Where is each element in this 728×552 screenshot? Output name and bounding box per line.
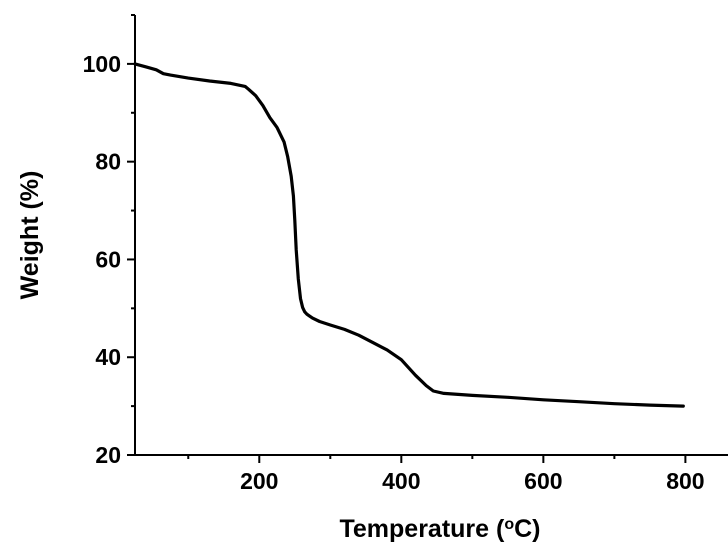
- x-tick-label: 400: [382, 468, 420, 494]
- tick-labels: 200 400 600 800 20 40 60 80 100: [83, 51, 705, 494]
- y-tick-label: 40: [95, 344, 121, 370]
- y-tick-label: 80: [95, 149, 121, 175]
- y-tick-label: 20: [95, 442, 121, 468]
- x-axis-label: Temperature (oC): [339, 515, 540, 543]
- axes: [134, 15, 728, 456]
- x-axis-label-superscript: o: [504, 516, 514, 533]
- x-tick-label: 200: [240, 468, 278, 494]
- y-tick-label: 60: [95, 246, 121, 272]
- ticks: [127, 14, 687, 463]
- x-tick-label: 800: [666, 468, 704, 494]
- y-tick-label: 100: [83, 51, 121, 77]
- y-axis-label: Weight (%): [16, 171, 44, 300]
- x-tick-label: 600: [524, 468, 562, 494]
- series-line: [133, 62, 685, 408]
